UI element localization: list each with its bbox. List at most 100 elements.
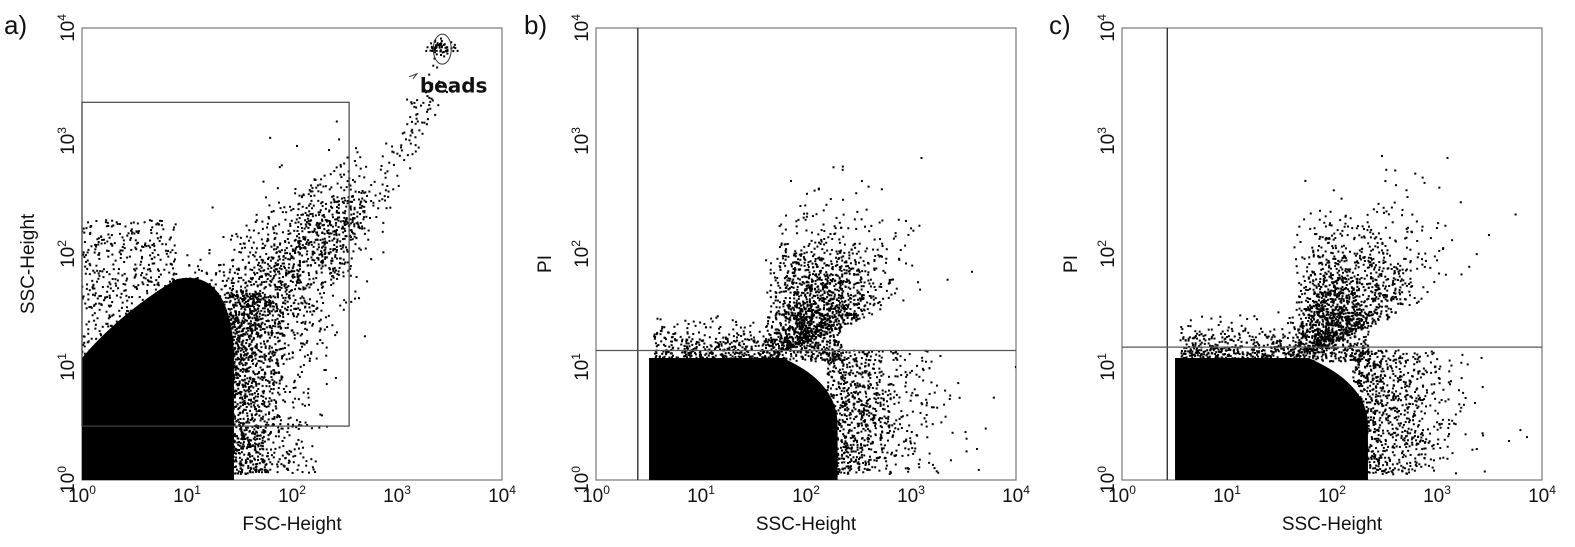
event-point — [237, 268, 240, 271]
event-point — [144, 242, 147, 245]
event-point — [151, 351, 154, 354]
event-point — [250, 335, 253, 338]
event-point — [337, 219, 340, 222]
event-point — [172, 273, 175, 276]
event-point — [271, 409, 274, 412]
event-point — [173, 336, 176, 339]
event-point — [218, 368, 221, 371]
event-point — [104, 335, 107, 338]
event-point — [416, 120, 419, 123]
x-axis-label: SSC-Height — [756, 514, 857, 535]
event-point — [283, 284, 286, 287]
event-point — [84, 254, 87, 257]
event-point — [294, 221, 297, 224]
event-point — [194, 382, 197, 385]
event-point — [233, 433, 236, 436]
event-point — [86, 391, 89, 394]
event-point — [214, 399, 217, 402]
event-point — [309, 264, 312, 267]
event-point — [868, 282, 871, 285]
event-point — [242, 422, 245, 425]
event-point — [333, 237, 336, 240]
event-point — [287, 241, 290, 244]
event-point — [300, 342, 303, 345]
event-point — [194, 271, 197, 274]
event-point — [304, 236, 307, 239]
event-point — [203, 321, 206, 324]
event-point — [352, 212, 355, 215]
event-point — [322, 291, 325, 294]
event-point — [148, 401, 151, 404]
event-point — [94, 344, 97, 347]
event-point — [122, 422, 125, 425]
event-point — [93, 312, 96, 315]
event-point — [107, 473, 110, 476]
event-point — [198, 358, 201, 361]
event-point — [191, 329, 194, 332]
event-point — [219, 308, 222, 311]
event-point — [268, 217, 271, 220]
event-point — [228, 383, 231, 386]
event-point — [184, 285, 187, 288]
event-point — [350, 195, 353, 198]
event-point — [183, 294, 186, 297]
event-point — [129, 380, 132, 383]
event-point — [232, 320, 235, 323]
event-point — [126, 442, 129, 445]
event-point — [317, 243, 320, 246]
event-point — [158, 395, 161, 398]
event-point — [297, 221, 300, 224]
event-point — [248, 441, 251, 444]
event-point — [207, 325, 210, 328]
event-point — [337, 200, 340, 203]
event-point — [179, 330, 182, 333]
event-point — [291, 248, 294, 251]
event-point — [239, 412, 242, 415]
event-point — [187, 354, 190, 357]
event-point — [208, 333, 211, 336]
event-point — [257, 261, 260, 264]
event-point — [204, 336, 207, 339]
event-point — [157, 375, 160, 378]
event-point — [776, 281, 779, 284]
event-point — [229, 379, 232, 382]
event-point — [89, 233, 92, 236]
event-point — [158, 294, 161, 297]
event-point — [301, 446, 304, 449]
event-point — [243, 302, 246, 305]
event-point — [855, 192, 858, 195]
event-point — [381, 183, 384, 186]
event-point — [241, 445, 244, 448]
event-point — [241, 438, 244, 441]
event-point — [426, 110, 429, 113]
event-point — [339, 165, 342, 168]
event-point — [166, 391, 169, 394]
event-point — [88, 289, 91, 292]
event-point — [352, 232, 355, 235]
event-point — [138, 420, 141, 423]
event-point — [255, 315, 258, 318]
event-point — [824, 275, 827, 278]
event-point — [124, 312, 127, 315]
event-point — [384, 172, 387, 175]
event-point — [209, 349, 212, 352]
event-point — [263, 287, 266, 290]
event-point — [386, 170, 389, 173]
event-point — [263, 356, 266, 359]
event-point — [284, 240, 287, 243]
event-point — [215, 292, 218, 295]
event-point — [262, 368, 265, 371]
event-point — [349, 238, 352, 241]
event-point — [196, 315, 199, 318]
event-point — [147, 469, 150, 472]
event-point — [101, 394, 104, 397]
event-point — [82, 408, 85, 411]
event-point — [809, 292, 812, 295]
event-point — [95, 244, 98, 247]
event-point — [263, 376, 266, 379]
event-point — [100, 465, 103, 468]
event-point — [286, 300, 289, 303]
event-point — [250, 385, 253, 388]
event-point — [156, 394, 159, 397]
event-point — [156, 404, 159, 407]
